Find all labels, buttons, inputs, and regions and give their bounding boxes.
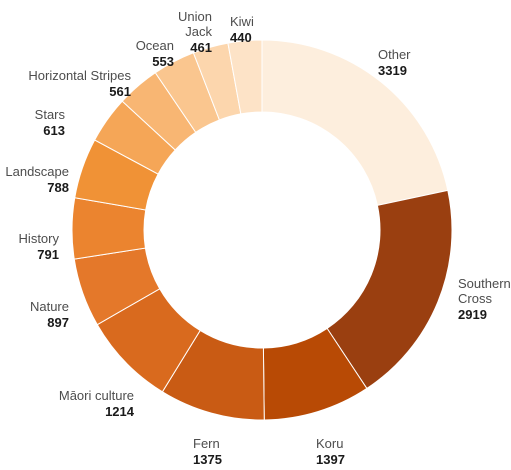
slice-value-text: 553 (152, 54, 174, 69)
slice-value-text: 2919 (458, 307, 487, 322)
slice-name-text: Landscape (5, 164, 69, 179)
slice-value-text: 1214 (105, 404, 135, 419)
slices-group (71, 39, 453, 421)
slice-value-text: 613 (43, 123, 65, 138)
slice-value-text: 461 (190, 40, 212, 55)
slice-kiwi (227, 39, 263, 115)
slice-value-text: 1397 (316, 452, 345, 467)
slice-name-text: Fern (193, 436, 220, 451)
slice-value-text: 788 (47, 180, 69, 195)
slice-other (261, 39, 449, 206)
slice-value-text: 791 (37, 247, 59, 262)
slice-value-text: 3319 (378, 63, 407, 78)
labels-group: Other3319SouthernCross2919Koru1397Fern13… (5, 9, 510, 467)
slice-name-text: Ocean (136, 38, 174, 53)
slice-value-text: 561 (109, 84, 131, 99)
slice-name-text: Māori culture (59, 388, 134, 403)
slice-name-text: Stars (35, 107, 66, 122)
slice-name-text: Other (378, 47, 411, 62)
slice-value-text: 897 (47, 315, 69, 330)
slice-name-text: Cross (458, 291, 492, 306)
slice-name-text: Kiwi (230, 14, 254, 29)
slice-value-text: 1375 (193, 452, 222, 467)
slice-name-text: Union (178, 9, 212, 24)
slice-value-text: 440 (230, 30, 252, 45)
slice-name-text: Nature (30, 299, 69, 314)
slice-name-text: Jack (185, 24, 212, 39)
slice-name-text: Horizontal Stripes (28, 68, 131, 83)
slice-name-text: History (19, 231, 60, 246)
slice-name-text: Koru (316, 436, 343, 451)
slice-name-text: Southern (458, 276, 511, 291)
